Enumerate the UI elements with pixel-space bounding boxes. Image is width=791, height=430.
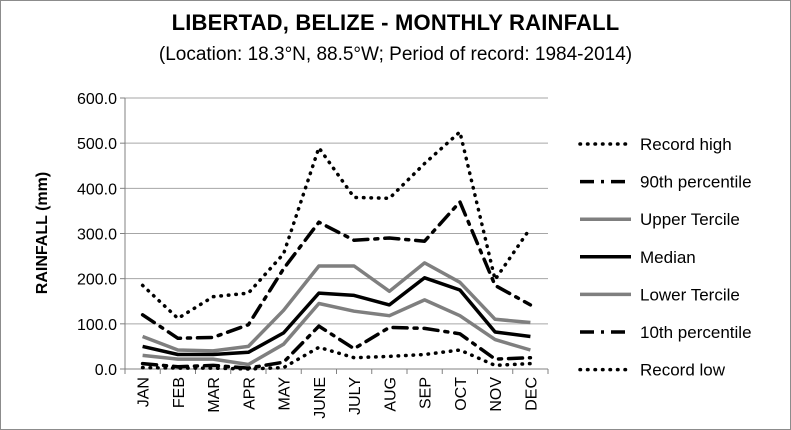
x-tick-label: JAN: [136, 377, 153, 407]
series-line-median: [142, 276, 531, 357]
chart-title: LIBERTAD, BELIZE - MONTHLY RAINFALL: [171, 10, 620, 35]
legend-item[interactable]: Record high: [578, 135, 732, 154]
series-lines: [140, 130, 533, 371]
gridlines: [120, 97, 548, 370]
series-line-10th-percentile: [140, 324, 533, 370]
x-tick-label: OCT: [453, 377, 470, 411]
legend-label: 90th percentile: [640, 173, 752, 192]
x-tick-label: FEB: [171, 377, 188, 408]
legend-item[interactable]: 90th percentile: [580, 173, 752, 192]
legend-label: Lower Tercile: [640, 285, 740, 304]
x-tick-labels: JAN FEB MAR APR MAY JUNE JULY AUG SEP OCT NOV DEC: [136, 377, 541, 419]
y-tick-labels: 0.0 100.0 200.0 300.0 400.0 500.0 600.0: [77, 91, 117, 379]
legend-item[interactable]: Upper Tercile: [580, 210, 740, 229]
x-tick-label: JULY: [347, 377, 364, 415]
series-line-lower-tercile: [142, 298, 531, 367]
x-tick-label: JUNE: [312, 377, 329, 419]
series-line-record-low: [140, 345, 533, 371]
y-tick-label: 200.0: [77, 272, 117, 289]
x-tick-label: NOV: [488, 377, 505, 412]
x-tick-label: AUG: [382, 377, 399, 412]
series-line-upper-tercile: [141, 261, 531, 353]
y-axis-label: RAINFALL (mm): [34, 172, 51, 294]
y-tick-label: 600.0: [77, 91, 117, 108]
legend-item[interactable]: Record low: [578, 361, 726, 380]
legend-label: Record high: [640, 135, 732, 154]
legend-label: Median: [640, 248, 696, 267]
x-tick-label: MAR: [206, 377, 223, 413]
y-tick-label: 300.0: [77, 227, 117, 244]
legend-label: Record low: [640, 361, 726, 380]
series-line-90th-percentile: [140, 200, 533, 341]
y-tick-label: 500.0: [77, 136, 117, 153]
series-line-record-high: [140, 130, 533, 321]
legend[interactable]: Record high 90th percentile Upper Tercile M…: [578, 135, 752, 380]
legend-item[interactable]: Median: [580, 248, 696, 267]
x-tick-label: APR: [241, 377, 258, 410]
legend-label: 10th percentile: [640, 323, 752, 342]
y-tick-label: 0.0: [95, 362, 117, 379]
legend-item[interactable]: 10th percentile: [580, 323, 752, 342]
chart-subtitle: (Location: 18.3°N, 88.5°W; Period of rec…: [158, 44, 633, 65]
y-tick-label: 400.0: [77, 181, 117, 198]
y-tick-label: 100.0: [77, 317, 117, 334]
legend-item[interactable]: Lower Tercile: [580, 285, 740, 304]
legend-label: Upper Tercile: [640, 210, 740, 229]
x-tick-label: DEC: [523, 377, 540, 411]
x-tick-label: MAY: [277, 377, 294, 411]
x-tick-label: SEP: [418, 377, 435, 409]
